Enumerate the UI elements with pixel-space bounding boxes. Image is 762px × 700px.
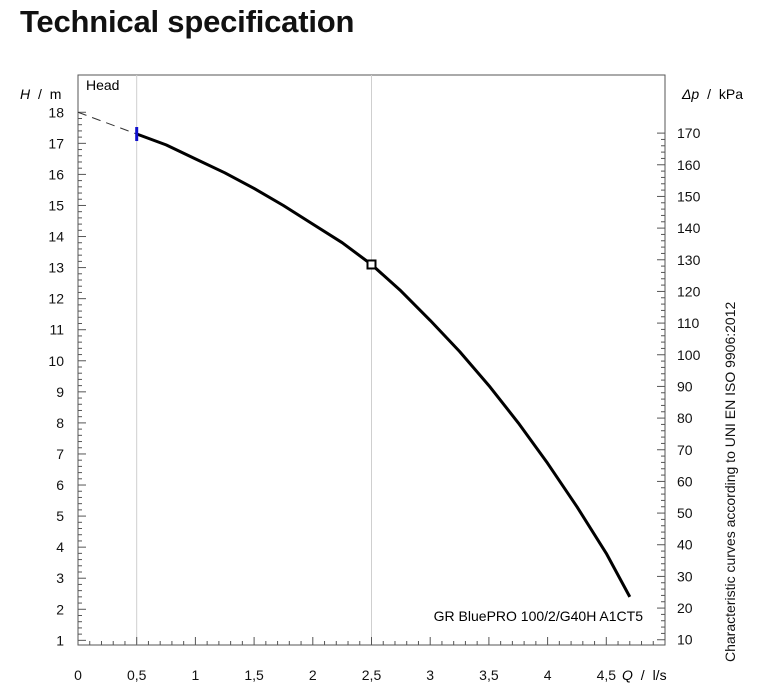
left-tick-label: 2 bbox=[56, 601, 64, 617]
x-axis-unit: l/s bbox=[653, 667, 667, 683]
right-axis-unit: kPa bbox=[719, 86, 743, 102]
left-tick-label: 6 bbox=[56, 477, 64, 493]
x-grid-lines bbox=[136, 75, 372, 645]
right-axis-ticks: 10 20 30 40 50 60 70 80 90 100 110 120 130 140 150 160 1… bbox=[657, 125, 701, 648]
left-tick-label: 14 bbox=[48, 229, 64, 245]
head-curve bbox=[136, 132, 632, 598]
left-axis-title: H / m bbox=[20, 86, 61, 102]
x-tick-label: 4,5 bbox=[597, 667, 617, 683]
left-tick-label: 10 bbox=[48, 353, 64, 369]
page-title: Technical specification bbox=[20, 4, 355, 39]
left-tick-label: 5 bbox=[56, 508, 64, 524]
left-tick-label: 13 bbox=[48, 260, 64, 276]
right-tick-label: 100 bbox=[677, 347, 701, 363]
left-tick-label: 12 bbox=[48, 291, 64, 307]
right-axis-symbol: Δp bbox=[681, 86, 699, 102]
right-tick-label: 50 bbox=[677, 505, 693, 521]
right-tick-label: 140 bbox=[677, 220, 701, 236]
x-axis-separator: / bbox=[641, 667, 645, 683]
x-tick-label: 1,5 bbox=[244, 667, 264, 683]
left-axis-separator: / bbox=[38, 86, 42, 102]
left-tick-label: 9 bbox=[56, 384, 64, 400]
pump-model-label: GR BluePRO 100/2/G40H A1CT5 bbox=[434, 608, 644, 624]
right-tick-label: 20 bbox=[677, 600, 693, 616]
x-tick-label: 4 bbox=[544, 667, 552, 683]
x-tick-label: 0,5 bbox=[127, 667, 147, 683]
standard-caption: Characteristic curves according to UNI E… bbox=[722, 301, 738, 662]
left-axis-unit: m bbox=[50, 86, 62, 102]
right-axis-separator: / bbox=[707, 86, 711, 102]
left-tick-label: 18 bbox=[48, 104, 64, 120]
right-tick-label: 40 bbox=[677, 537, 693, 553]
x-axis-symbol: Q bbox=[622, 667, 633, 683]
right-tick-label: 160 bbox=[677, 157, 701, 173]
left-tick-label: 8 bbox=[56, 415, 64, 431]
duty-point-marker bbox=[366, 259, 377, 270]
x-tick-label: 1 bbox=[192, 667, 200, 683]
x-tick-label: 3 bbox=[426, 667, 434, 683]
right-tick-label: 60 bbox=[677, 473, 693, 489]
left-tick-label: 7 bbox=[56, 446, 64, 462]
left-tick-label: 16 bbox=[48, 166, 64, 182]
left-tick-label: 4 bbox=[56, 539, 64, 555]
left-tick-label: 11 bbox=[49, 322, 64, 338]
right-tick-label: 120 bbox=[677, 283, 701, 299]
left-tick-label: 3 bbox=[56, 570, 64, 586]
right-tick-label: 90 bbox=[677, 378, 693, 394]
right-tick-label: 150 bbox=[677, 188, 701, 204]
x-axis-title: Q / l/s bbox=[622, 667, 667, 683]
right-tick-label: 110 bbox=[677, 315, 700, 331]
left-tick-label: 1 bbox=[56, 632, 64, 648]
x-tick-label: 3,5 bbox=[479, 667, 499, 683]
x-tick-label: 2,5 bbox=[362, 667, 382, 683]
right-tick-label: 80 bbox=[677, 410, 693, 426]
left-tick-label: 17 bbox=[48, 135, 64, 151]
x-axis-ticks: 0 0,5 1 1,5 2 2,5 3 3,5 4 4,5 bbox=[74, 637, 666, 683]
right-tick-label: 70 bbox=[677, 442, 693, 458]
right-tick-label: 130 bbox=[677, 252, 701, 268]
extrapolated-curve bbox=[77, 111, 137, 135]
left-axis-symbol: H bbox=[20, 86, 31, 102]
left-tick-label: 15 bbox=[48, 197, 64, 213]
x-tick-label: 0 bbox=[74, 667, 82, 683]
right-tick-label: 30 bbox=[677, 568, 693, 584]
x-tick-label: 2 bbox=[309, 667, 317, 683]
right-tick-label: 10 bbox=[677, 632, 693, 648]
right-tick-label: 170 bbox=[677, 125, 701, 141]
curve-label-head: Head bbox=[86, 77, 119, 93]
series-group bbox=[77, 111, 632, 598]
right-axis-title: Δp / kPa bbox=[681, 86, 743, 102]
